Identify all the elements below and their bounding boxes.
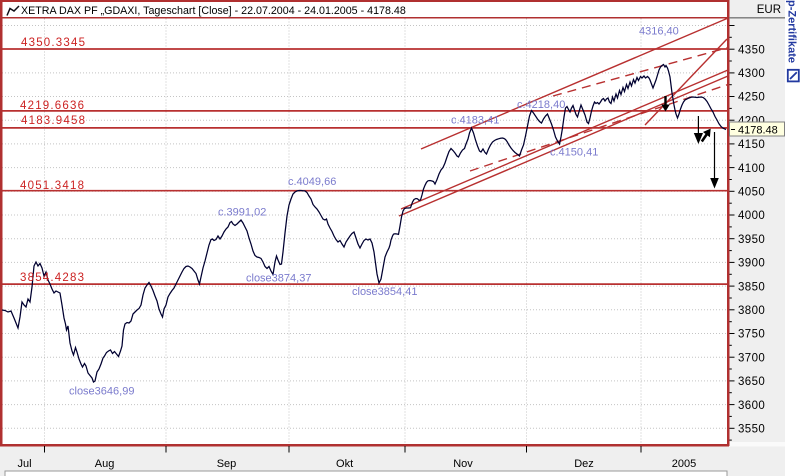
svg-text:3550: 3550 [738, 424, 765, 436]
svg-text:3700: 3700 [738, 352, 765, 364]
svg-text:4316,40: 4316,40 [639, 26, 679, 38]
svg-text:c.4049,66: c.4049,66 [288, 176, 336, 188]
svg-text:c.4150,41: c.4150,41 [550, 147, 598, 159]
svg-text:3650: 3650 [738, 376, 765, 388]
svg-text:4350.3345: 4350.3345 [21, 37, 86, 49]
svg-text:c.4183,41: c.4183,41 [451, 115, 499, 127]
svg-text:4000: 4000 [738, 210, 765, 222]
svg-text:3950: 3950 [738, 234, 765, 246]
svg-text:2005: 2005 [672, 458, 696, 470]
svg-text:3600: 3600 [738, 400, 765, 412]
svg-text:3900: 3900 [738, 258, 765, 270]
svg-text:Nov: Nov [453, 458, 473, 470]
svg-text:4051.3418: 4051.3418 [20, 180, 85, 192]
svg-text:4219.6636: 4219.6636 [20, 100, 85, 112]
svg-text:Jul: Jul [17, 458, 31, 470]
svg-text:4178.48: 4178.48 [738, 125, 778, 137]
svg-text:3750: 3750 [738, 329, 765, 341]
svg-text:Okt: Okt [336, 458, 353, 470]
svg-text:Sep: Sep [217, 458, 237, 470]
svg-text:close3874,37: close3874,37 [246, 273, 311, 285]
svg-text:4100: 4100 [738, 163, 765, 175]
svg-text:4150: 4150 [738, 139, 765, 151]
svg-text:Aug: Aug [95, 458, 115, 470]
svg-text:XETRA DAX PF „GDAXI, Tageschar: XETRA DAX PF „GDAXI, Tageschart [Close] … [21, 5, 406, 17]
svg-text:close3854,41: close3854,41 [352, 286, 417, 298]
svg-text:3800: 3800 [738, 305, 765, 317]
svg-text:close3646,99: close3646,99 [69, 386, 134, 398]
svg-text:c.4218,40: c.4218,40 [517, 99, 565, 111]
svg-text:4183.9458: 4183.9458 [21, 115, 86, 127]
svg-text:4050: 4050 [738, 187, 765, 199]
svg-text:Dez: Dez [574, 458, 594, 470]
svg-text:Top-Zertifikate: Top-Zertifikate [786, 0, 798, 63]
svg-text:4300: 4300 [738, 68, 765, 80]
svg-text:EUR: EUR [757, 4, 781, 16]
svg-text:3854.4283: 3854.4283 [20, 272, 85, 284]
svg-text:c.3991,02: c.3991,02 [218, 207, 266, 219]
svg-text:3850: 3850 [738, 281, 765, 293]
svg-text:4250: 4250 [738, 92, 765, 104]
svg-text:4350: 4350 [738, 44, 765, 56]
